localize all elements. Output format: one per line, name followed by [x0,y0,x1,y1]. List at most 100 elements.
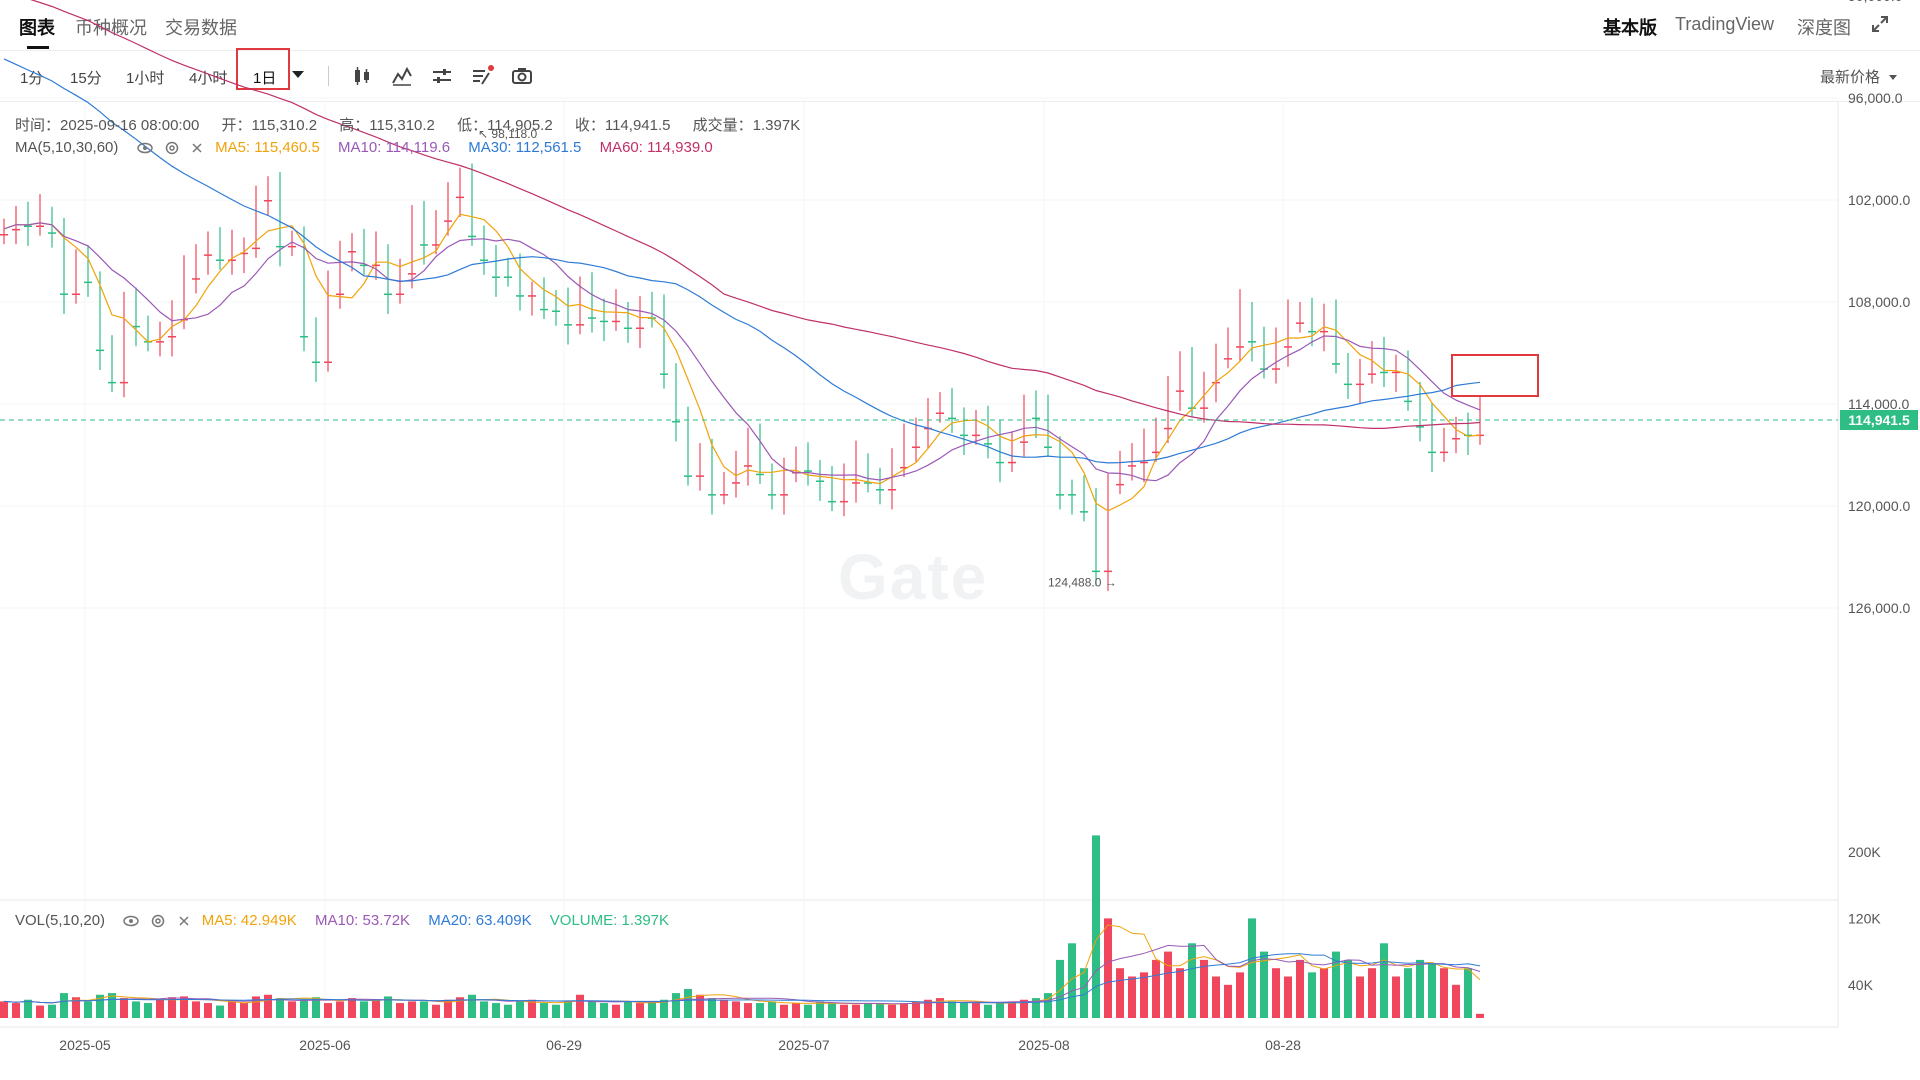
candle-body [1332,363,1340,365]
candle-body [1296,322,1304,324]
candle-body [36,225,44,227]
volume-indicator-name: VOL(5,10,20) [15,912,106,929]
volume-bar [420,1001,428,1018]
ma5-value: MA5: 115,460.5 [215,139,320,156]
volume-bar [372,999,380,1018]
volume-bar [312,997,320,1018]
candle-body [576,324,584,326]
volume-bar [1128,976,1136,1018]
candle-body [540,308,548,311]
candle-body [720,494,728,496]
candle-body [132,325,140,328]
ma-indicator-name: MA(5,10,30,60) [15,139,119,156]
volume-bar [192,1001,200,1018]
price-tick-label: 114,000.0 [1848,396,1909,412]
highlight-box [1451,354,1539,397]
candle-body [372,264,380,267]
volume-bar [1140,972,1148,1018]
volume-bar [636,1003,644,1018]
volume-bar [24,999,32,1018]
volume-ma20-line [3,953,1481,1004]
fullscreen-icon[interactable] [1870,14,1890,34]
candle-body [468,235,476,238]
volume-bar [924,999,932,1018]
gate-watermark: Gate [838,541,989,613]
candle-body [492,276,500,278]
candle-body [456,196,464,199]
volume-bar [1392,976,1400,1018]
volume-bar [828,1003,836,1018]
volume-legend: VOL(5,10,20) MA5: 42.949K MA10: 53.72K M… [15,912,683,929]
eye-icon[interactable] [123,915,139,927]
tab-chart[interactable]: 图表 [19,18,55,38]
candle-body [1176,390,1184,392]
candle-body [480,259,488,261]
volume-bar [456,997,464,1018]
candle-body [1320,330,1328,333]
gear-icon[interactable] [165,141,179,155]
settings-sliders-icon[interactable] [430,64,454,88]
drawing-tools-icon[interactable] [470,64,494,88]
volume-bar [468,994,476,1018]
candle-body [384,293,392,295]
candle-body [996,461,1004,464]
volume-bar [1380,943,1388,1018]
candle-body [204,254,212,256]
volume-bar [1308,972,1316,1018]
candle-body [1056,494,1064,496]
time-tick-label: 2025-08 [1018,1037,1070,1053]
volume-bar [48,1004,56,1018]
candlestick-icon[interactable] [350,64,374,88]
volume-bar [168,997,176,1018]
candle-body [12,228,20,231]
interval-15m[interactable]: 15分 [70,70,102,87]
candle-body [1344,383,1352,386]
interval-1d[interactable]: 1日 [253,70,277,87]
candle-body [1092,570,1100,573]
candle-body [1032,417,1040,420]
tab-trading-data[interactable]: 交易数据 [165,18,237,38]
candle-body [120,381,128,384]
chevron-down-icon[interactable] [1889,75,1897,80]
candle-body [264,200,272,202]
ohlc-low: 低：114,905.2 [457,117,553,134]
price-tick-label: 126,000.0 [1848,600,1910,616]
eye-icon[interactable] [136,142,153,154]
volume-bar [516,1001,524,1018]
price-type-select[interactable]: 最新价格 [1820,69,1881,86]
tab-tradingview[interactable]: TradingView [1675,14,1775,34]
candle-body [252,247,260,250]
tab-depth-chart[interactable]: 深度图 [1797,18,1851,38]
candle-body [1284,346,1292,348]
interval-1h[interactable]: 1小时 [126,70,165,87]
ma10-value: MA10: 114,119.6 [338,139,451,156]
candle-body [516,295,524,297]
tab-basic-view[interactable]: 基本版 [1603,18,1657,38]
candle-body [1368,373,1376,375]
interval-4h[interactable]: 4小时 [189,70,228,87]
volume-bar [216,1005,224,1018]
candle-body [60,293,68,295]
volume-value: VOLUME: 1.397K [549,912,670,929]
volume-bar [744,1003,752,1018]
close-icon[interactable] [178,915,190,927]
close-icon[interactable] [191,142,203,154]
candle-body [1128,465,1136,467]
candle-body [1152,451,1160,454]
volume-bar [1320,968,1328,1018]
volume-bar [408,1001,416,1018]
volume-bar [36,1005,44,1018]
gear-icon[interactable] [151,914,165,928]
volume-bar [912,1001,920,1018]
volume-bar [492,1003,500,1018]
camera-icon[interactable] [510,64,534,88]
volume-bar [384,996,392,1018]
interval-dropdown-caret[interactable] [292,71,304,78]
volume-bar [360,1001,368,1018]
candle-body [840,500,848,503]
vol-ma20-value: MA20: 63.409K [428,912,532,929]
candle-body [1068,494,1076,496]
volume-bar [228,1001,236,1018]
indicator-icon[interactable] [390,64,414,88]
